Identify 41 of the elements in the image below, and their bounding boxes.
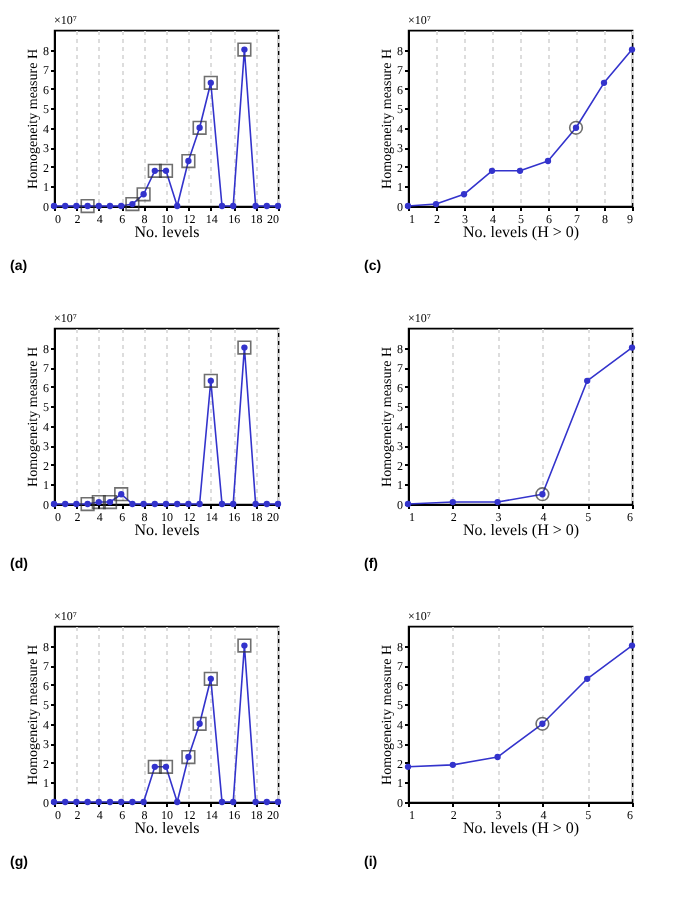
x-axis-title: No. levels (H > 0) xyxy=(462,223,580,241)
point xyxy=(628,642,636,649)
point xyxy=(106,202,114,210)
point xyxy=(544,157,552,165)
point xyxy=(218,798,226,806)
x-axis-title: No. levels (H > 0) xyxy=(462,819,580,837)
point xyxy=(600,79,608,86)
point xyxy=(460,191,468,198)
point xyxy=(196,500,203,508)
point xyxy=(84,798,91,806)
point xyxy=(62,202,69,210)
point xyxy=(174,202,181,210)
point xyxy=(628,344,636,351)
x-axis-title: No. levels (H > 0) xyxy=(462,521,580,539)
point xyxy=(494,753,501,761)
point xyxy=(584,377,591,384)
point xyxy=(516,167,524,174)
point xyxy=(174,500,181,508)
point xyxy=(449,498,456,506)
point xyxy=(488,167,496,174)
x-axis-title: No. levels xyxy=(134,223,200,241)
point xyxy=(432,200,440,208)
point xyxy=(218,202,226,210)
point xyxy=(129,500,136,508)
point xyxy=(494,498,501,506)
point xyxy=(62,500,69,508)
x-axis-title: No. levels xyxy=(134,819,200,837)
point xyxy=(584,675,591,682)
point xyxy=(106,798,114,806)
point xyxy=(218,500,226,508)
point xyxy=(263,798,270,806)
point xyxy=(129,798,136,806)
point xyxy=(263,500,270,508)
point xyxy=(174,798,181,806)
point xyxy=(151,500,158,508)
point xyxy=(404,763,412,770)
point xyxy=(628,46,636,53)
point xyxy=(62,798,69,806)
point xyxy=(263,202,270,210)
point xyxy=(449,761,456,768)
x-axis-title: No. levels xyxy=(134,521,200,539)
